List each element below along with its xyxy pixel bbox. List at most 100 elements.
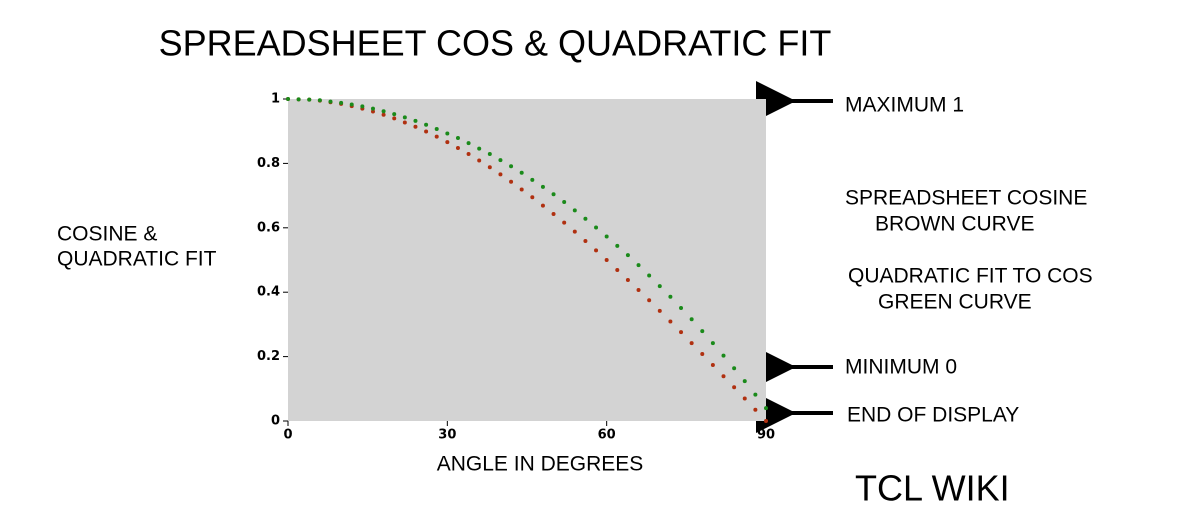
data-point bbox=[604, 258, 609, 262]
data-point bbox=[764, 406, 768, 411]
data-point bbox=[679, 305, 684, 310]
data-point bbox=[509, 179, 514, 184]
data-point bbox=[636, 287, 641, 292]
data-point bbox=[445, 131, 450, 136]
data-point bbox=[657, 308, 662, 313]
data-point bbox=[339, 100, 344, 105]
data-point bbox=[402, 120, 407, 125]
data-point bbox=[647, 298, 652, 303]
data-point bbox=[615, 267, 620, 272]
data-point bbox=[434, 126, 439, 131]
data-point bbox=[413, 118, 418, 123]
data-point bbox=[466, 152, 471, 157]
x-tick-label: 90 bbox=[757, 428, 775, 443]
annotation: TCL WIKI bbox=[855, 468, 1010, 509]
data-point bbox=[509, 164, 514, 169]
data-point bbox=[625, 253, 630, 258]
data-point bbox=[498, 172, 503, 177]
data-point bbox=[540, 203, 545, 208]
data-point bbox=[636, 263, 641, 268]
annotation: SPREADSHEET COSINE bbox=[845, 187, 1087, 210]
annotation: GREEN CURVE bbox=[878, 291, 1032, 314]
data-point bbox=[328, 99, 333, 104]
data-point bbox=[455, 135, 460, 140]
data-point bbox=[413, 124, 418, 129]
data-point bbox=[551, 211, 556, 216]
data-point bbox=[519, 187, 524, 192]
data-point bbox=[583, 216, 588, 221]
data-point bbox=[381, 112, 386, 117]
data-point bbox=[615, 243, 620, 248]
data-point bbox=[764, 419, 768, 423]
data-point bbox=[530, 195, 535, 200]
data-point bbox=[721, 353, 726, 358]
data-point bbox=[668, 294, 673, 299]
data-point bbox=[583, 239, 588, 244]
data-point bbox=[360, 104, 365, 109]
data-point bbox=[732, 385, 737, 390]
y-axis-label: COSINE & bbox=[57, 223, 157, 246]
data-point bbox=[647, 273, 652, 278]
data-point bbox=[540, 184, 545, 189]
data-point bbox=[392, 116, 397, 121]
x-axis-label: ANGLE IN DEGREES bbox=[437, 453, 644, 476]
data-point bbox=[657, 284, 662, 289]
y-tick-label: 1 bbox=[271, 92, 280, 107]
data-point bbox=[530, 177, 535, 182]
data-point bbox=[594, 248, 599, 253]
data-point bbox=[466, 141, 471, 146]
data-point bbox=[477, 146, 482, 151]
data-point bbox=[434, 134, 439, 139]
y-axis-label: QUADRATIC FIT bbox=[57, 248, 217, 271]
data-point bbox=[424, 122, 429, 127]
plot-area bbox=[288, 99, 766, 421]
data-point bbox=[370, 106, 375, 111]
data-point bbox=[679, 330, 684, 335]
data-point bbox=[742, 396, 747, 401]
data-point bbox=[625, 277, 630, 282]
chart-title: SPREADSHEET COS & QUADRATIC FIT bbox=[159, 23, 832, 64]
data-point bbox=[296, 97, 301, 102]
x-tick-label: 30 bbox=[438, 428, 456, 443]
data-point bbox=[487, 165, 492, 170]
data-point bbox=[721, 374, 726, 379]
data-point bbox=[424, 129, 429, 134]
data-point bbox=[594, 225, 599, 230]
y-tick-label: 0.6 bbox=[257, 220, 280, 235]
data-point bbox=[710, 341, 715, 346]
data-point bbox=[753, 407, 758, 412]
y-tick-label: 0 bbox=[271, 414, 280, 429]
annotation: MAXIMUM 1 bbox=[845, 94, 964, 117]
data-point bbox=[572, 229, 577, 234]
annotation: BROWN CURVE bbox=[875, 213, 1034, 236]
annotation: MINIMUM 0 bbox=[845, 356, 957, 379]
data-point bbox=[689, 341, 694, 346]
data-point bbox=[562, 200, 567, 205]
data-point bbox=[477, 158, 482, 163]
data-point bbox=[307, 97, 312, 102]
data-point bbox=[572, 208, 577, 213]
data-point bbox=[753, 392, 758, 397]
data-point bbox=[455, 145, 460, 150]
data-point bbox=[349, 102, 354, 107]
annotation: QUADRATIC FIT TO COS bbox=[848, 265, 1093, 288]
data-point bbox=[317, 98, 322, 103]
x-tick-label: 60 bbox=[598, 428, 616, 443]
data-point bbox=[689, 317, 694, 322]
data-point bbox=[381, 109, 386, 114]
data-point bbox=[562, 220, 567, 225]
data-point bbox=[498, 158, 503, 163]
data-point bbox=[519, 170, 524, 175]
data-point bbox=[668, 319, 673, 324]
data-point bbox=[742, 379, 747, 384]
y-tick-label: 0.2 bbox=[257, 349, 280, 364]
data-point bbox=[700, 352, 705, 357]
annotation: END OF DISPLAY bbox=[847, 404, 1019, 427]
data-point bbox=[700, 329, 705, 334]
y-tick-label: 0.4 bbox=[257, 285, 280, 300]
y-tick-label: 0.8 bbox=[257, 156, 280, 171]
data-point bbox=[732, 366, 737, 371]
data-point bbox=[604, 234, 609, 239]
data-point bbox=[487, 152, 492, 157]
